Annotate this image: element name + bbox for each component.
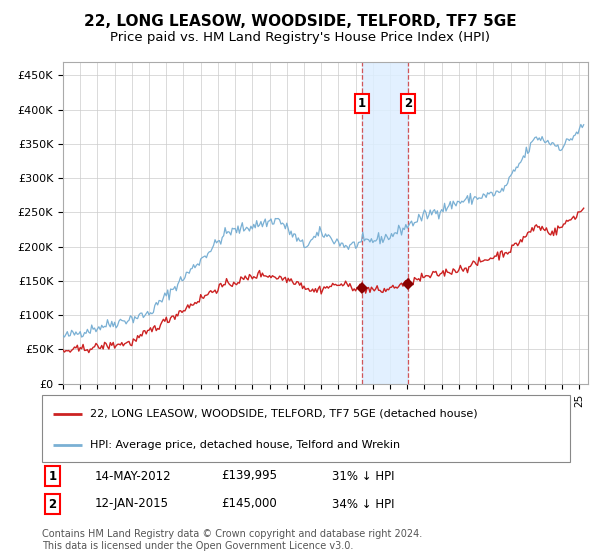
Text: 12-JAN-2015: 12-JAN-2015 xyxy=(95,497,169,511)
FancyBboxPatch shape xyxy=(42,395,570,462)
Text: 14-MAY-2012: 14-MAY-2012 xyxy=(95,469,172,483)
Text: 1: 1 xyxy=(49,469,56,483)
Bar xyxy=(362,62,408,384)
Text: 2: 2 xyxy=(404,97,412,110)
Text: 22, LONG LEASOW, WOODSIDE, TELFORD, TF7 5GE (detached house): 22, LONG LEASOW, WOODSIDE, TELFORD, TF7 … xyxy=(89,409,477,419)
Text: £139,995: £139,995 xyxy=(221,469,278,483)
Text: 34% ↓ HPI: 34% ↓ HPI xyxy=(332,497,395,511)
Text: 31% ↓ HPI: 31% ↓ HPI xyxy=(332,469,395,483)
Text: Contains HM Land Registry data © Crown copyright and database right 2024.
This d: Contains HM Land Registry data © Crown c… xyxy=(42,529,422,551)
Text: £145,000: £145,000 xyxy=(221,497,277,511)
Text: 22, LONG LEASOW, WOODSIDE, TELFORD, TF7 5GE: 22, LONG LEASOW, WOODSIDE, TELFORD, TF7 … xyxy=(83,14,517,29)
Text: HPI: Average price, detached house, Telford and Wrekin: HPI: Average price, detached house, Telf… xyxy=(89,440,400,450)
Text: Price paid vs. HM Land Registry's House Price Index (HPI): Price paid vs. HM Land Registry's House … xyxy=(110,31,490,44)
Text: 2: 2 xyxy=(49,497,56,511)
Text: 1: 1 xyxy=(358,97,366,110)
